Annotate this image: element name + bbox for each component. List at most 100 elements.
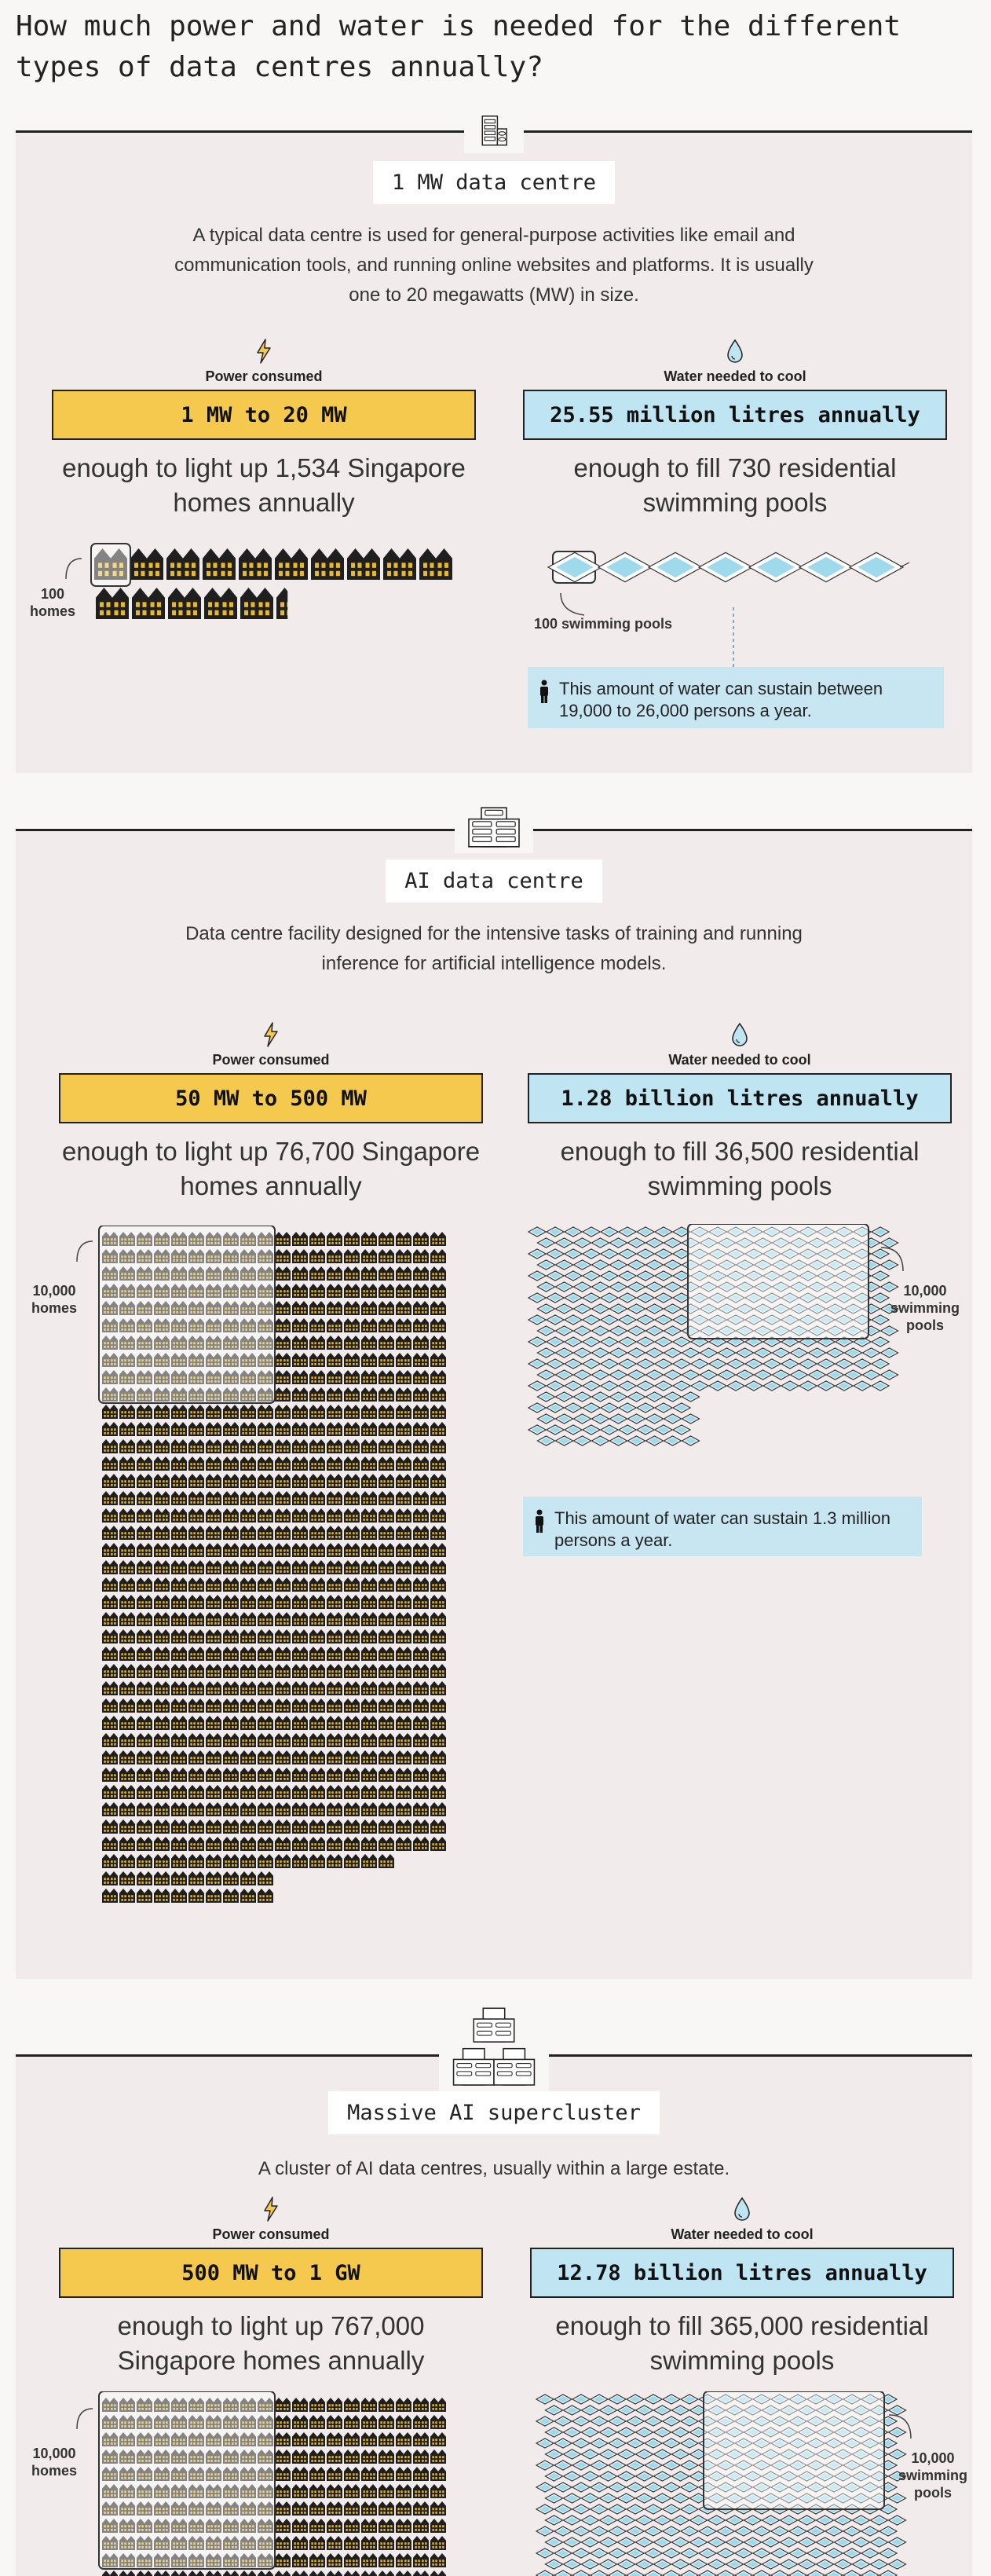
house-icon — [154, 1249, 170, 1263]
swimming-pool-icon — [598, 2493, 618, 2504]
house-icon — [413, 1716, 429, 1730]
house-icon — [154, 1837, 170, 1851]
house-icon — [119, 2536, 135, 2550]
house-icon — [223, 1491, 239, 1505]
house-icon — [171, 1768, 187, 1782]
house-icon — [171, 1647, 187, 1661]
house-icon — [154, 2432, 170, 2446]
house-icon — [188, 1629, 204, 1643]
house-icon — [309, 1612, 325, 1626]
house-icon — [361, 1698, 377, 1713]
house-icon — [240, 2450, 256, 2464]
house-icon — [258, 1318, 273, 1332]
house-icon — [137, 1474, 152, 1488]
house-icon — [206, 2501, 221, 2516]
house-icon — [223, 1249, 239, 1263]
swimming-pool-icon — [762, 1358, 782, 1369]
house-icon — [292, 1681, 308, 1695]
house-icon — [275, 2415, 291, 2429]
house-icon — [413, 1768, 429, 1782]
swimming-pool-icon — [869, 2559, 889, 2570]
house-icon — [154, 1716, 170, 1730]
house-icon — [130, 548, 163, 580]
house-icon — [240, 1819, 256, 1834]
swimming-pool-icon — [869, 2515, 889, 2526]
house-icon — [275, 1422, 291, 1436]
house-icon — [292, 1785, 308, 1799]
house-icon — [154, 2398, 170, 2412]
house-icon — [206, 2553, 221, 2567]
swimming-pool-icon — [634, 2559, 654, 2570]
house-icon — [137, 1698, 152, 1713]
swimming-pool-icon — [581, 1402, 602, 1413]
swimming-pool-icon — [645, 1413, 664, 1424]
house-icon — [344, 2536, 360, 2550]
connector-line — [733, 607, 734, 667]
power-column: Power consumed 500 MW to 1 GW enough to … — [59, 2197, 483, 2378]
house-icon — [102, 1560, 118, 1574]
house-icon — [413, 1802, 429, 1816]
house-icon — [344, 2553, 360, 2567]
house-icon — [292, 1474, 308, 1488]
house-icon — [258, 2432, 273, 2446]
swimming-pool-icon — [571, 2504, 591, 2515]
swimming-pool-icon — [653, 1314, 674, 1325]
swimming-pool-icon — [527, 1270, 547, 1281]
house-icon — [413, 1629, 429, 1643]
house-icon — [188, 1405, 204, 1419]
swimming-pool-icon — [697, 2570, 718, 2576]
house-icon — [188, 2432, 204, 2446]
house-icon — [292, 1405, 308, 1419]
house-icon — [102, 1819, 118, 1834]
lightning-icon — [264, 2197, 278, 2222]
house-icon — [137, 1249, 152, 1263]
swimming-pool-icon — [607, 2548, 627, 2559]
swimming-pool-icon — [635, 1314, 656, 1325]
swimming-pool-icon — [860, 2526, 880, 2537]
swimming-pool-icon — [598, 2471, 618, 2482]
house-icon — [327, 1629, 342, 1643]
house-icon — [119, 1405, 135, 1419]
house-icon — [430, 2432, 446, 2446]
swimming-pool-icon — [591, 1391, 610, 1402]
scale-highlight-box — [98, 2391, 276, 2570]
house-icon — [119, 1318, 135, 1332]
house-icon — [154, 1802, 170, 1816]
house-icon — [430, 1819, 446, 1834]
annotation-line — [76, 2408, 93, 2430]
house-icon — [154, 1543, 170, 1557]
house-icon — [344, 2571, 360, 2576]
swimming-pool-icon — [527, 1380, 547, 1391]
house-icon — [258, 1716, 273, 1730]
house-icon — [154, 1889, 170, 1903]
house-icon — [344, 1664, 360, 1678]
swimming-pool-icon — [625, 2482, 645, 2493]
swimming-pool-icon — [589, 2504, 609, 2515]
house-icon — [258, 1266, 273, 1281]
house-icon — [344, 1698, 360, 1713]
swimming-pool-icon — [743, 2537, 762, 2548]
scale-highlight-box — [98, 1226, 276, 1404]
house-icon — [206, 1249, 221, 1263]
swimming-pool-icon — [580, 2559, 600, 2570]
house-icon — [430, 1664, 446, 1678]
swimming-pool-icon — [563, 1248, 583, 1259]
house-icon — [240, 1577, 256, 1592]
house-icon — [171, 1266, 187, 1281]
house-icon — [396, 1543, 411, 1557]
swimming-pool-icon — [597, 551, 653, 583]
house-icon — [258, 1854, 273, 1868]
swimming-pool-icon — [645, 1259, 664, 1270]
swimming-pool-icon — [562, 2405, 582, 2416]
swimming-pool-icon — [770, 2526, 790, 2537]
swimming-pool-icon-partial — [899, 562, 910, 568]
swimming-pool-icon — [581, 1336, 602, 1347]
house-icon — [206, 1387, 221, 1402]
house-icon — [258, 1353, 273, 1367]
swimming-pool-icon — [536, 1237, 556, 1248]
house-icon — [188, 1284, 204, 1298]
house-icon — [240, 1733, 256, 1747]
house-icon — [119, 1768, 135, 1782]
house-icon — [223, 1336, 239, 1350]
house-icon — [137, 1768, 152, 1782]
